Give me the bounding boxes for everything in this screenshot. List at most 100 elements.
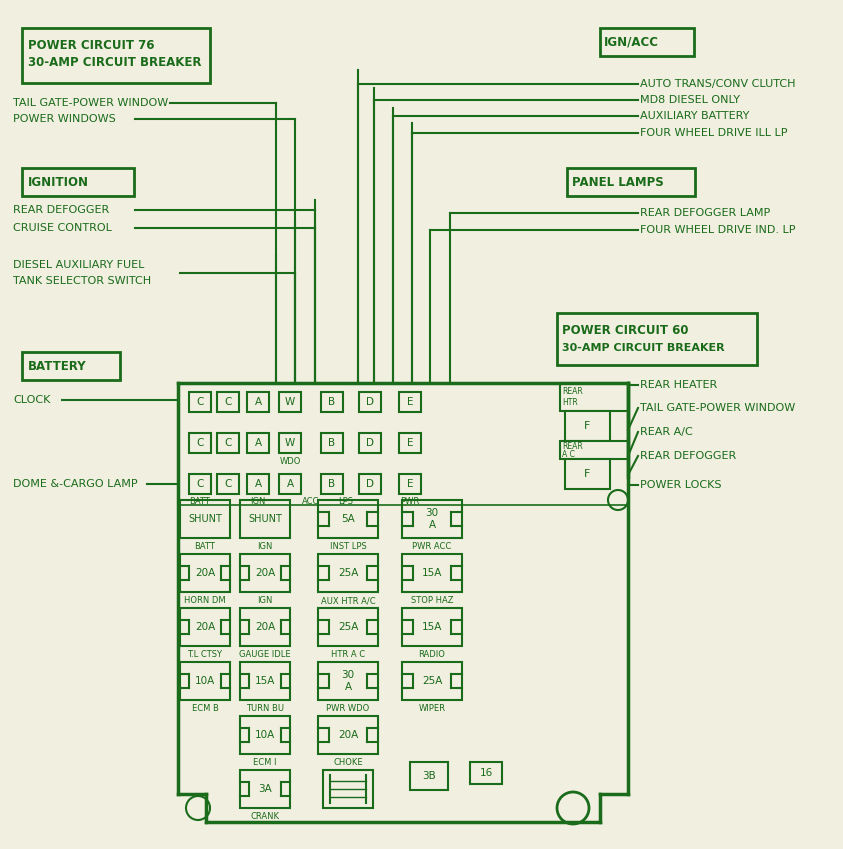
- Text: TAIL GATE-POWER WINDOW: TAIL GATE-POWER WINDOW: [13, 98, 169, 108]
- Text: 30
A: 30 A: [426, 509, 438, 530]
- Bar: [217, 474, 239, 494]
- Bar: [321, 474, 343, 494]
- Text: C: C: [224, 438, 232, 448]
- Text: BATTERY: BATTERY: [28, 359, 87, 373]
- Text: ECM B: ECM B: [191, 704, 218, 713]
- Bar: [279, 474, 301, 494]
- Bar: [22, 168, 134, 196]
- Bar: [359, 474, 381, 494]
- Bar: [318, 554, 378, 592]
- Text: BATT: BATT: [195, 542, 216, 551]
- Text: F: F: [584, 421, 590, 431]
- Text: 15A: 15A: [255, 676, 275, 686]
- Text: 3B: 3B: [422, 771, 436, 781]
- Text: POWER CIRCUIT 76: POWER CIRCUIT 76: [28, 38, 154, 52]
- Text: 30
A: 30 A: [341, 670, 355, 692]
- Text: GAUGE IDLE: GAUGE IDLE: [239, 650, 291, 659]
- Text: C: C: [224, 397, 232, 407]
- Bar: [402, 554, 462, 592]
- Text: TAIL GATE-POWER WINDOW: TAIL GATE-POWER WINDOW: [640, 403, 795, 413]
- Text: 25A: 25A: [338, 622, 358, 632]
- Text: DOME &-CARGO LAMP: DOME &-CARGO LAMP: [13, 479, 137, 489]
- Text: POWER WINDOWS: POWER WINDOWS: [13, 114, 115, 124]
- Text: REAR DEFOGGER: REAR DEFOGGER: [640, 451, 736, 461]
- Text: FOUR WHEEL DRIVE IND. LP: FOUR WHEEL DRIVE IND. LP: [640, 225, 796, 235]
- Bar: [560, 383, 628, 411]
- Bar: [180, 662, 230, 700]
- Text: INST LPS: INST LPS: [330, 542, 367, 551]
- Text: LPS: LPS: [339, 497, 353, 506]
- Text: A C: A C: [562, 449, 575, 458]
- Text: HORN DM: HORN DM: [184, 596, 226, 605]
- Bar: [410, 762, 448, 790]
- Bar: [22, 28, 210, 83]
- Text: WIPER: WIPER: [418, 704, 445, 713]
- Text: REAR DEFOGGER: REAR DEFOGGER: [13, 205, 110, 215]
- Bar: [189, 474, 211, 494]
- Text: 30-AMP CIRCUIT BREAKER: 30-AMP CIRCUIT BREAKER: [562, 343, 725, 353]
- Text: WDO: WDO: [279, 457, 301, 466]
- Text: DIESEL AUXILIARY FUEL: DIESEL AUXILIARY FUEL: [13, 260, 144, 270]
- Bar: [470, 762, 502, 784]
- Text: B: B: [329, 479, 336, 489]
- Text: STOP HAZ: STOP HAZ: [411, 596, 454, 605]
- Bar: [318, 716, 378, 754]
- Text: D: D: [366, 479, 374, 489]
- Bar: [323, 770, 373, 808]
- Bar: [247, 392, 269, 412]
- Bar: [279, 392, 301, 412]
- Text: 5A: 5A: [341, 514, 355, 524]
- Text: ECM I: ECM I: [253, 758, 277, 767]
- Text: AUXILIARY BATTERY: AUXILIARY BATTERY: [640, 111, 749, 121]
- Bar: [318, 500, 378, 538]
- Text: AUX HTR A/C: AUX HTR A/C: [320, 596, 375, 605]
- Bar: [399, 433, 421, 453]
- Text: W: W: [285, 397, 295, 407]
- Bar: [399, 474, 421, 494]
- Bar: [240, 608, 290, 646]
- Text: CRUISE CONTROL: CRUISE CONTROL: [13, 223, 112, 233]
- Text: POWER LOCKS: POWER LOCKS: [640, 480, 722, 490]
- Bar: [359, 433, 381, 453]
- Text: 25A: 25A: [422, 676, 443, 686]
- Text: 10A: 10A: [255, 730, 275, 740]
- Text: SHUNT: SHUNT: [248, 514, 282, 524]
- Text: AUTO TRANS/CONV CLUTCH: AUTO TRANS/CONV CLUTCH: [640, 79, 796, 89]
- Text: E: E: [407, 438, 413, 448]
- Bar: [318, 662, 378, 700]
- Text: A: A: [287, 479, 293, 489]
- Text: B: B: [329, 397, 336, 407]
- Text: D: D: [366, 397, 374, 407]
- Bar: [567, 168, 695, 196]
- Bar: [217, 392, 239, 412]
- Text: E: E: [407, 479, 413, 489]
- Bar: [247, 474, 269, 494]
- Text: 20A: 20A: [255, 568, 275, 578]
- Text: ACC: ACC: [303, 497, 319, 506]
- Text: PANEL LAMPS: PANEL LAMPS: [572, 176, 663, 188]
- Text: T.L CTSY: T.L CTSY: [187, 650, 223, 659]
- Bar: [240, 716, 290, 754]
- Text: IGN: IGN: [250, 497, 266, 506]
- Bar: [240, 770, 290, 808]
- Bar: [240, 554, 290, 592]
- Text: IGN/ACC: IGN/ACC: [604, 36, 659, 48]
- Text: E: E: [407, 397, 413, 407]
- Text: C: C: [196, 397, 204, 407]
- Bar: [402, 662, 462, 700]
- Text: PWR: PWR: [400, 497, 420, 506]
- Text: 20A: 20A: [255, 622, 275, 632]
- Text: 30-AMP CIRCUIT BREAKER: 30-AMP CIRCUIT BREAKER: [28, 55, 201, 69]
- Text: IGNITION: IGNITION: [28, 176, 89, 188]
- Text: BATT: BATT: [190, 497, 211, 506]
- Text: TURN BU: TURN BU: [246, 704, 284, 713]
- Text: A: A: [255, 438, 261, 448]
- Text: CLOCK: CLOCK: [13, 395, 51, 405]
- Text: IGN: IGN: [257, 596, 272, 605]
- Bar: [399, 392, 421, 412]
- Bar: [217, 433, 239, 453]
- Text: A: A: [255, 397, 261, 407]
- Text: REAR: REAR: [562, 386, 583, 396]
- Bar: [565, 459, 610, 489]
- Text: 25A: 25A: [338, 568, 358, 578]
